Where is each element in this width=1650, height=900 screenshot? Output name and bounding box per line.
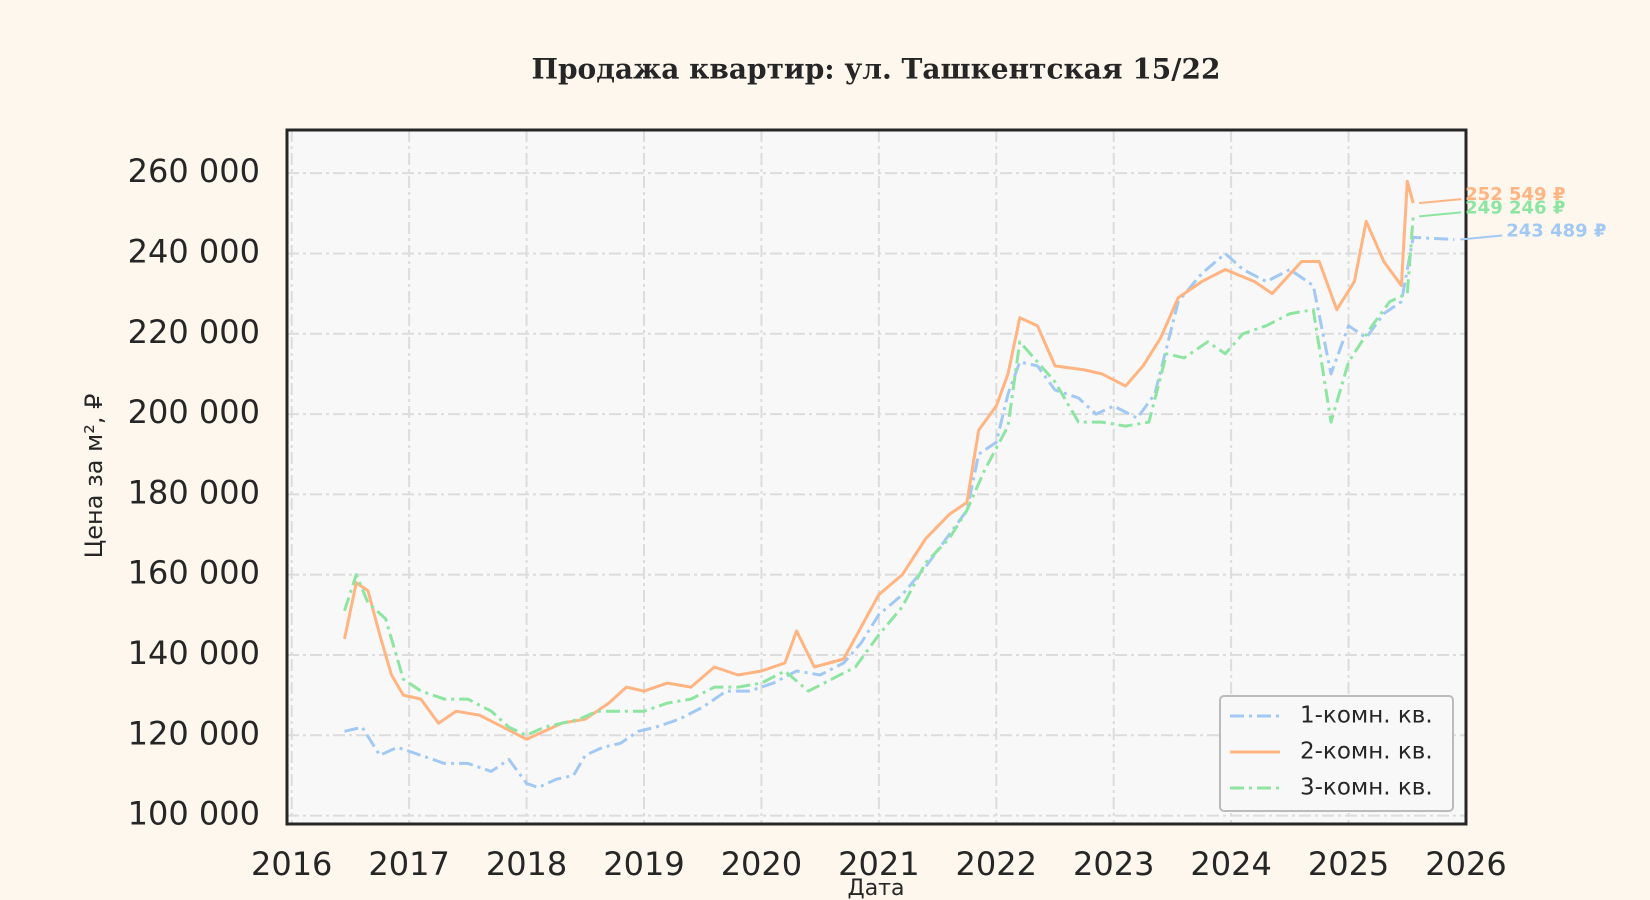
x-tick-label: 2021	[838, 845, 919, 883]
x-tick-label: 2018	[486, 845, 567, 883]
y-tick-label: 100 000	[128, 795, 260, 833]
x-axis-label: Дата	[848, 876, 905, 900]
x-tick-label: 2017	[368, 845, 449, 883]
chart-title: Продажа квартир: ул. Ташкентская 15/22	[532, 53, 1221, 86]
x-tick-label: 2016	[251, 845, 332, 883]
annotation-arrow	[1460, 234, 1503, 241]
x-tick-label: 2024	[1190, 845, 1271, 883]
y-tick-label: 260 000	[128, 152, 260, 190]
annotation-label: 252 549 ₽	[1465, 184, 1565, 205]
legend-label: 1-комн. кв.	[1300, 703, 1433, 729]
series-line	[344, 235, 1455, 789]
y-axis-label: Цена за м², ₽	[80, 394, 108, 559]
y-tick-label: 180 000	[128, 473, 260, 511]
legend-box	[1219, 695, 1454, 812]
legend-label: 3-комн. кв.	[1300, 775, 1433, 801]
y-tick-label: 120 000	[128, 714, 260, 752]
y-tick-label: 220 000	[128, 313, 260, 351]
legend-label: 2-комн. кв.	[1300, 739, 1433, 765]
annotation-arrow	[1419, 211, 1462, 218]
series-line	[343, 216, 1415, 737]
x-tick-label: 2020	[721, 845, 802, 883]
x-tick-label: 2019	[603, 845, 684, 883]
plot-frame	[285, 128, 1468, 826]
y-tick-label: 240 000	[128, 232, 260, 270]
x-tick-label: 2026	[1425, 845, 1506, 883]
y-tick-label: 140 000	[128, 634, 260, 672]
x-tick-label: 2023	[1073, 845, 1154, 883]
annotation-label: 249 246 ₽	[1465, 197, 1565, 218]
annotation-arrow	[1419, 198, 1462, 205]
y-tick-label: 200 000	[128, 393, 260, 431]
y-tick-label: 160 000	[128, 554, 260, 592]
x-tick-label: 2022	[956, 845, 1037, 883]
x-tick-label: 2025	[1308, 845, 1389, 883]
series-line	[343, 179, 1415, 741]
annotation-label: 243 489 ₽	[1506, 220, 1606, 241]
